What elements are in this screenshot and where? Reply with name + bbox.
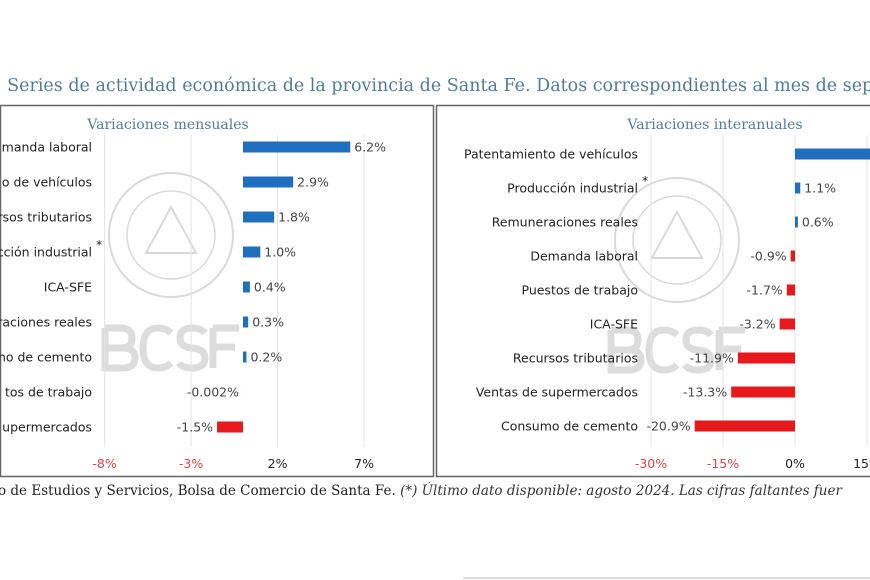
data-label: 1.8% <box>278 210 310 225</box>
category-label: Ventas de supermercados <box>476 385 638 400</box>
data-label: -20.9% <box>646 419 690 434</box>
chart-mensual: -8% -3% 2% 7% Variaciones mensuales manda lab… <box>0 104 435 478</box>
bar <box>779 318 795 330</box>
watermark-letter <box>209 324 239 368</box>
footer-source: o de Estudios y Servicios, Bolsa de Come… <box>0 483 396 499</box>
data-label: -0.002% <box>187 385 239 400</box>
data-label: -3.2% <box>739 317 775 332</box>
data-label: -1.5% <box>177 420 213 435</box>
watermark-logo <box>101 324 239 372</box>
category-label: Producción industrial <box>507 181 638 196</box>
watermark-letter <box>607 326 645 374</box>
category-label: o de vehículos <box>2 175 92 190</box>
chart-subtitle: Variaciones mensuales <box>86 117 248 133</box>
category-label: tos de trabajo <box>5 385 92 400</box>
chart-subtitle: Variaciones interanuales <box>626 117 802 133</box>
seal-ring <box>614 177 740 303</box>
chart-frame <box>0 104 435 478</box>
x-tick-label: 15% <box>853 456 870 471</box>
category-label: Puestos de trabajo <box>522 283 639 298</box>
category-label: ICA-SFE <box>590 317 638 332</box>
bar <box>243 141 351 153</box>
x-tick-label: 2% <box>268 456 288 471</box>
category-label: Remuneraciones reales <box>492 215 638 230</box>
data-label: 1.0% <box>264 245 296 260</box>
watermark-letter <box>682 326 715 374</box>
category-label: Recursos tributarios <box>513 351 638 366</box>
x-tick-label: -3% <box>179 456 203 471</box>
figure-footer: o de Estudios y Servicios, Bolsa de Come… <box>0 483 842 499</box>
bar <box>795 148 870 160</box>
category-label: manda laboral <box>2 140 92 155</box>
data-label: 6.2% <box>354 140 386 155</box>
seal-pyramid <box>144 204 198 254</box>
data-label: 0.4% <box>254 280 286 295</box>
data-label: 0.2% <box>250 350 282 365</box>
category-label: upermercados <box>2 420 92 435</box>
category-label: Demanda laboral <box>530 249 638 264</box>
category-label: Consumo de cemento <box>501 419 638 434</box>
watermark-letter <box>101 324 139 372</box>
bar <box>786 284 795 296</box>
category-label: ICA-SFE <box>44 280 92 295</box>
data-label: 2.9% <box>297 175 329 190</box>
seal-inner-ring <box>632 195 722 285</box>
x-tick-label: -15% <box>707 456 739 471</box>
category-label: rsos tributarios <box>0 210 92 225</box>
seal-inner-ring <box>126 190 216 280</box>
watermark-letter <box>176 324 209 372</box>
bar <box>694 420 795 432</box>
data-label: -1.7% <box>747 283 783 298</box>
bar <box>737 352 795 364</box>
data-label: 0.6% <box>802 215 834 230</box>
x-tick-label: -8% <box>92 456 116 471</box>
category-label: cción industrial <box>0 245 92 260</box>
asterisk-mark: * <box>642 173 648 188</box>
bar <box>243 211 275 223</box>
chart-frame <box>435 104 870 478</box>
divider <box>463 577 870 579</box>
watermark-letter <box>645 326 680 374</box>
watermark-seal <box>614 177 740 303</box>
category-label: raciones reales <box>0 315 92 330</box>
bar <box>795 216 798 228</box>
data-label: 0.3% <box>252 315 284 330</box>
x-tick-label: 0% <box>785 456 805 471</box>
asterisk-mark: * <box>96 237 102 252</box>
category-label: no de cemento <box>0 350 92 365</box>
data-label: -11.9% <box>690 351 734 366</box>
footer-note: (*) Último dato disponible: agosto 2024.… <box>400 483 842 499</box>
x-tick-label: -30% <box>635 456 667 471</box>
seal-ring <box>108 172 234 298</box>
bar <box>217 421 243 433</box>
bar <box>243 281 250 293</box>
data-label: -0.9% <box>750 249 786 264</box>
bar <box>243 351 247 363</box>
bar <box>243 246 261 258</box>
figure-title: . Series de actividad económica de la pr… <box>0 76 870 96</box>
data-label: 1.1% <box>804 181 836 196</box>
bar <box>731 386 795 398</box>
x-tick-label: 7% <box>354 456 374 471</box>
category-label: Patentamiento de vehículos <box>464 147 638 162</box>
bar <box>795 182 801 194</box>
data-label: -13.3% <box>683 385 727 400</box>
seal-pyramid <box>650 209 704 259</box>
watermark-seal <box>108 172 234 298</box>
bar <box>790 250 795 262</box>
chart-interanual: -30% -15% 0% 15% Variaciones interanuales Pat… <box>435 104 870 478</box>
bar <box>243 176 294 188</box>
watermark-letter <box>139 324 174 372</box>
bar <box>243 316 249 328</box>
